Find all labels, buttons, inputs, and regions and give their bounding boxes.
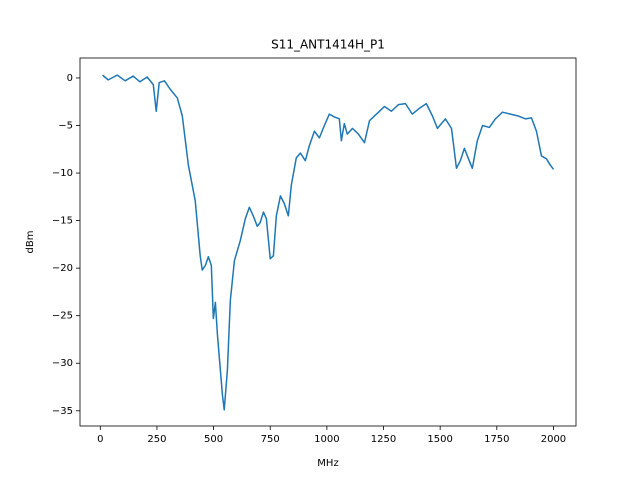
x-tick-label: 1000 [314,434,339,445]
data-line [102,74,555,411]
y-axis-label: dBm [25,231,36,254]
x-tick-label: 250 [147,434,166,445]
x-tick-label: 750 [261,434,280,445]
chart-title: S11_ANT1414H_P1 [271,38,385,52]
x-tick-label: 1500 [427,434,452,445]
x-tick-label: 2000 [541,434,566,445]
y-tick-label: −35 [52,406,73,417]
x-tick-label: 500 [204,434,223,445]
x-axis-label: MHz [317,458,338,469]
axes-frame [79,57,577,427]
y-tick-label: 0 [67,73,73,84]
y-tick-label: −25 [52,311,73,322]
y-tick-label: −5 [58,121,73,132]
y-tick-label: −20 [52,263,73,274]
y-tick-label: −15 [52,216,73,227]
x-tick-label: 1750 [484,434,509,445]
x-tick-label: 0 [97,434,103,445]
y-tick-label: −30 [52,358,73,369]
y-tick-label: −10 [52,168,73,179]
x-tick-label: 1250 [371,434,396,445]
